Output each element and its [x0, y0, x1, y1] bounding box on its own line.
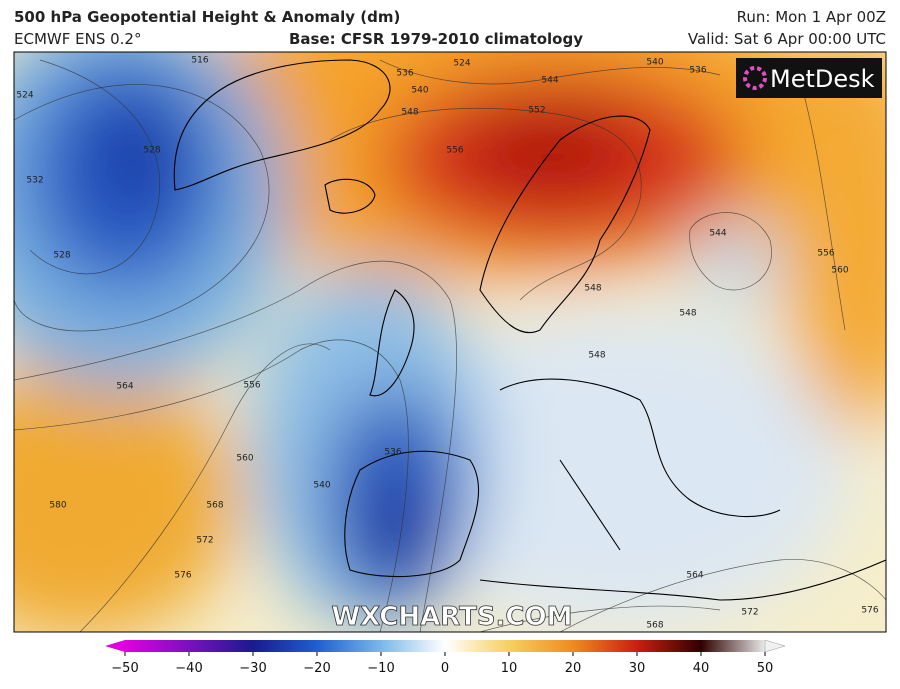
colorbar-max-arrow	[764, 639, 786, 653]
colorbar-tick-label: −30	[239, 661, 266, 676]
contour-label: 556	[243, 381, 260, 391]
contour-label: 576	[174, 571, 191, 581]
contour-label: 528	[53, 251, 70, 261]
contour-label: 528	[143, 146, 160, 156]
contour-label: 572	[741, 608, 758, 618]
contour-label: 536	[689, 66, 706, 76]
map-frame	[13, 51, 887, 633]
contour-label: 548	[584, 284, 601, 294]
colorbar-tick-label: 50	[757, 661, 774, 676]
contour-label: 552	[528, 106, 545, 116]
logo-icon	[743, 66, 767, 90]
colorbar-tick-label: 10	[501, 661, 518, 676]
colorbar-tick-label: −50	[111, 661, 138, 676]
base: Base: CFSR 1979-2010 climatology	[289, 30, 583, 48]
contour-label: 564	[686, 571, 703, 581]
contour-label: 556	[817, 249, 834, 259]
contour-label: 540	[411, 86, 428, 96]
colorbar-tick-label: 30	[629, 661, 646, 676]
contour-label: 568	[646, 621, 663, 631]
logo-box	[736, 58, 882, 98]
contour-label: 564	[116, 382, 133, 392]
colorbar-tick-label: −40	[175, 661, 202, 676]
contour-label: 536	[396, 69, 413, 79]
colorbar-min-arrow	[105, 640, 125, 652]
contour-label: 556	[446, 146, 463, 156]
contour-label: 540	[646, 58, 663, 68]
colorbar-tick-label: −10	[367, 661, 394, 676]
contour-label: 532	[26, 176, 43, 186]
map: 524 536 540 544 540 536 548 552 556 544 548 548 548 5…	[14, 52, 886, 632]
colorbar-tick-label: 0	[441, 661, 449, 676]
contour-label: 548	[679, 309, 696, 319]
contour-label: 548	[401, 108, 418, 118]
watermark: WXCHARTS.COM	[331, 602, 572, 632]
colorbar-tick-label: 40	[693, 661, 710, 676]
contour-label: 524	[16, 91, 33, 101]
contour-label: 536	[384, 448, 401, 458]
contour-label: 544	[709, 229, 726, 239]
logo: MetDesk	[770, 65, 875, 93]
colorbar-tick-label: 20	[565, 661, 582, 676]
contour-label: 540	[313, 481, 330, 491]
contour-label: 516	[191, 56, 208, 66]
contour-label: 524	[453, 59, 470, 69]
contour-label: 572	[196, 536, 213, 546]
title: 500 hPa Geopotential Height & Anomaly (d…	[14, 8, 400, 26]
model: ECMWF ENS 0.2°	[14, 30, 141, 48]
contour-label: 580	[49, 501, 66, 511]
contour-label: 560	[236, 454, 253, 464]
contour-label: 576	[861, 606, 878, 616]
colorbar-tick-label: −20	[303, 661, 330, 676]
contour-label: 544	[541, 76, 558, 86]
run: Run: Mon 1 Apr 00Z	[737, 8, 886, 26]
contour-label: 560	[831, 266, 848, 276]
contour-label: 568	[206, 501, 223, 511]
colorbar	[125, 640, 765, 652]
contour-label: 548	[588, 351, 605, 361]
valid: Valid: Sat 6 Apr 00:00 UTC	[688, 30, 886, 48]
